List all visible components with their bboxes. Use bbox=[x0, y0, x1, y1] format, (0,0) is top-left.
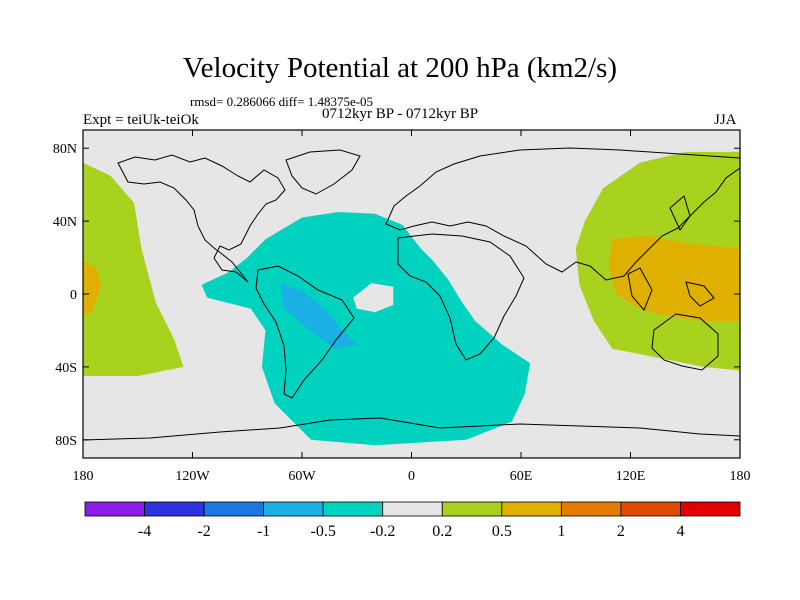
x-tick-label-2: 60W bbox=[288, 469, 316, 484]
colorbar-label-4: -0.2 bbox=[370, 523, 395, 540]
region-west-pacific-core bbox=[83, 261, 102, 316]
colorbar-box-9 bbox=[620, 501, 681, 517]
colorbar-box-5 bbox=[382, 501, 443, 517]
chart-title: Velocity Potential at 200 hPa (km2/s) bbox=[182, 52, 618, 84]
colorbar-label-8: 2 bbox=[617, 523, 625, 540]
experiment-label: Expt = teiUk-teiOk bbox=[83, 112, 199, 128]
y-tick-label-4: 80S bbox=[55, 434, 77, 449]
x-tick-label-5: 120E bbox=[616, 469, 646, 484]
colorbar-label-1: -2 bbox=[197, 523, 210, 540]
colorbar-label-5: 0.2 bbox=[432, 523, 452, 540]
y-tick-label-1: 40N bbox=[53, 215, 77, 230]
colorbar-label-2: -1 bbox=[257, 523, 270, 540]
colorbar-label-3: -0.5 bbox=[311, 523, 336, 540]
y-tick-label-2: 0 bbox=[70, 288, 77, 303]
x-tick-label-0: 180 bbox=[73, 469, 94, 484]
colorbar-label-7: 1 bbox=[557, 523, 565, 540]
season-label: JJA bbox=[714, 112, 737, 128]
colorbar-box-4 bbox=[322, 501, 384, 517]
colorbar-box-6 bbox=[441, 501, 503, 517]
y-tick-label-0: 80N bbox=[53, 142, 77, 157]
chart-subtitle: 0712kyr BP - 0712kyr BP bbox=[322, 106, 479, 122]
x-tick-label-6: 180 bbox=[730, 469, 751, 484]
colorbar: -4 -2 -1 -0.5 -0.2 0.2 0.5 1 2 4 bbox=[84, 501, 741, 540]
chart-stats: rmsd= 0.286066 diff= 1.48375e-05 bbox=[190, 94, 374, 109]
region-south-america-negative bbox=[280, 283, 357, 349]
y-axis: 80N 40N 0 40S 80S bbox=[53, 142, 740, 449]
colorbar-box-10 bbox=[680, 501, 741, 517]
x-tick-label-1: 120W bbox=[175, 469, 210, 484]
colorbar-box-0 bbox=[84, 501, 145, 517]
colorbar-box-2 bbox=[203, 501, 265, 517]
x-tick-label-4: 60E bbox=[510, 469, 533, 484]
region-west-pacific-positive bbox=[83, 162, 184, 376]
coastlines bbox=[83, 147, 740, 441]
colorbar-label-9: 4 bbox=[676, 523, 684, 540]
region-atlantic-neutral-hole bbox=[353, 283, 394, 313]
x-tick-label-3: 0 bbox=[408, 469, 415, 484]
colorbar-label-0: -4 bbox=[138, 523, 151, 540]
colorbar-box-8 bbox=[560, 501, 622, 517]
colorbar-box-3 bbox=[263, 501, 324, 517]
colorbar-box-1 bbox=[144, 501, 205, 517]
colorbar-label-6: 0.5 bbox=[492, 523, 512, 540]
region-atlantic-negative bbox=[201, 212, 531, 446]
x-axis: 180 120W 60W 0 60E 120E 180 bbox=[73, 130, 751, 484]
colorbar-box-7 bbox=[501, 501, 562, 517]
y-tick-label-3: 40S bbox=[55, 361, 77, 376]
